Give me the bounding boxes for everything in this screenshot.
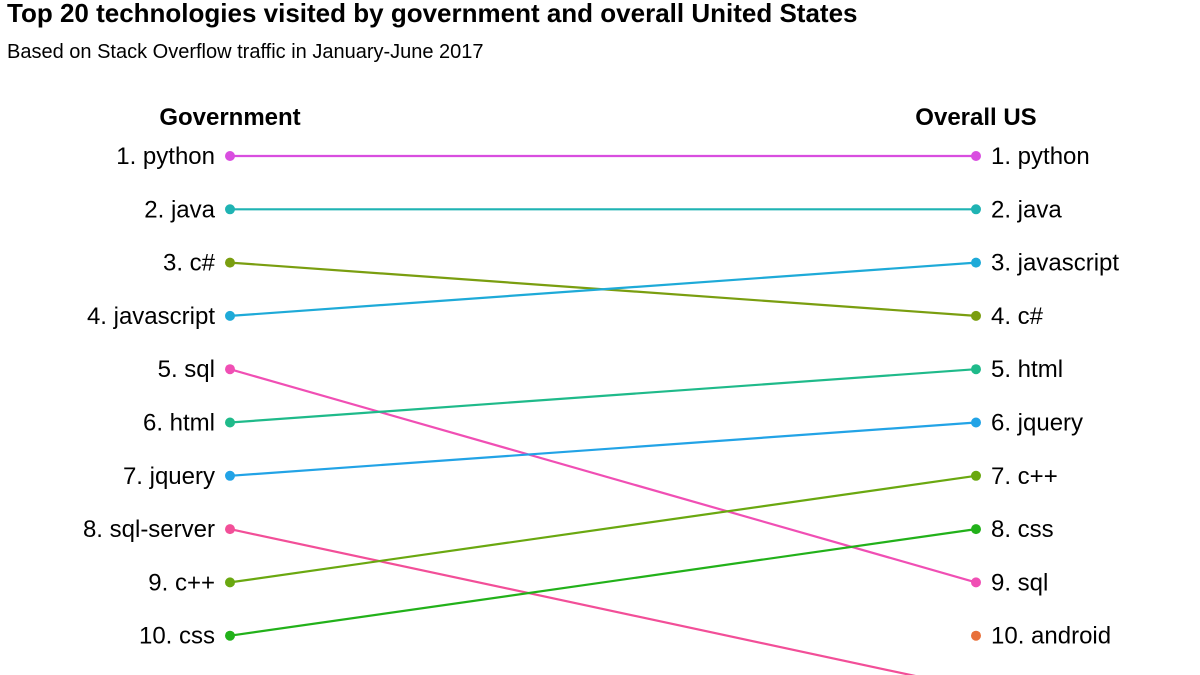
right-rank-label: 5. html — [991, 356, 1063, 383]
right-rank-label: 7. c++ — [991, 463, 1058, 490]
point-right-html — [971, 364, 981, 375]
line-c++ — [229, 474, 977, 584]
chart-subtitle: Based on Stack Overflow traffic in Janua… — [7, 41, 484, 63]
line-jquery — [229, 421, 977, 477]
left-rank-label: 2. java — [144, 196, 215, 223]
left-rank-label: 5. sql — [158, 356, 215, 383]
right-rank-label: 1. python — [991, 143, 1090, 170]
point-right-java — [971, 204, 981, 215]
right-column-header: Overall US — [915, 104, 1036, 131]
point-right-c# — [971, 310, 981, 321]
line-css — [229, 528, 977, 637]
right-rank-label: 6. jquery — [991, 410, 1083, 437]
right-rank-label: 3. javascript — [991, 250, 1119, 277]
point-left-sql — [225, 364, 235, 375]
point-left-sql-server — [225, 524, 235, 535]
point-left-python — [225, 151, 235, 161]
point-left-css — [225, 630, 235, 641]
point-left-c++ — [225, 577, 235, 588]
point-right-python — [971, 151, 981, 161]
left-rank-label: 1. python — [116, 143, 215, 170]
left-column-header: Government — [159, 104, 300, 131]
point-right-javascript — [971, 257, 981, 268]
point-right-jquery — [971, 417, 981, 428]
point-left-java — [225, 204, 235, 215]
right-rank-label: 8. css — [991, 516, 1054, 543]
rank-points — [225, 151, 981, 641]
chart-title: Top 20 technologies visited by governmen… — [7, 0, 858, 28]
right-rank-label: 10. android — [991, 623, 1111, 650]
line-javascript — [229, 261, 977, 317]
connector-lines — [229, 154, 977, 675]
left-rank-label: 7. jquery — [123, 463, 215, 490]
left-rank-label: 8. sql-server — [83, 516, 215, 543]
left-rank-label: 9. c++ — [148, 569, 215, 596]
point-right-android — [971, 630, 981, 641]
point-right-css — [971, 524, 981, 535]
point-right-c++ — [971, 470, 981, 481]
rank-labels: Government Overall US 1. python 2. java 3.… — [83, 104, 1119, 650]
point-right-sql — [971, 577, 981, 588]
line-sql-server — [229, 528, 916, 675]
right-rank-label: 9. sql — [991, 569, 1048, 596]
right-rank-label: 4. c# — [991, 303, 1044, 330]
point-left-c# — [225, 257, 235, 268]
left-rank-label: 4. javascript — [87, 303, 215, 330]
point-left-javascript — [225, 310, 235, 321]
point-left-html — [225, 417, 235, 428]
point-left-jquery — [225, 470, 235, 481]
left-rank-label: 3. c# — [163, 250, 216, 277]
line-sql — [229, 368, 977, 584]
left-rank-label: 10. css — [139, 623, 215, 650]
right-rank-label: 2. java — [991, 196, 1062, 223]
left-rank-label: 6. html — [143, 410, 215, 437]
line-html — [229, 368, 977, 424]
